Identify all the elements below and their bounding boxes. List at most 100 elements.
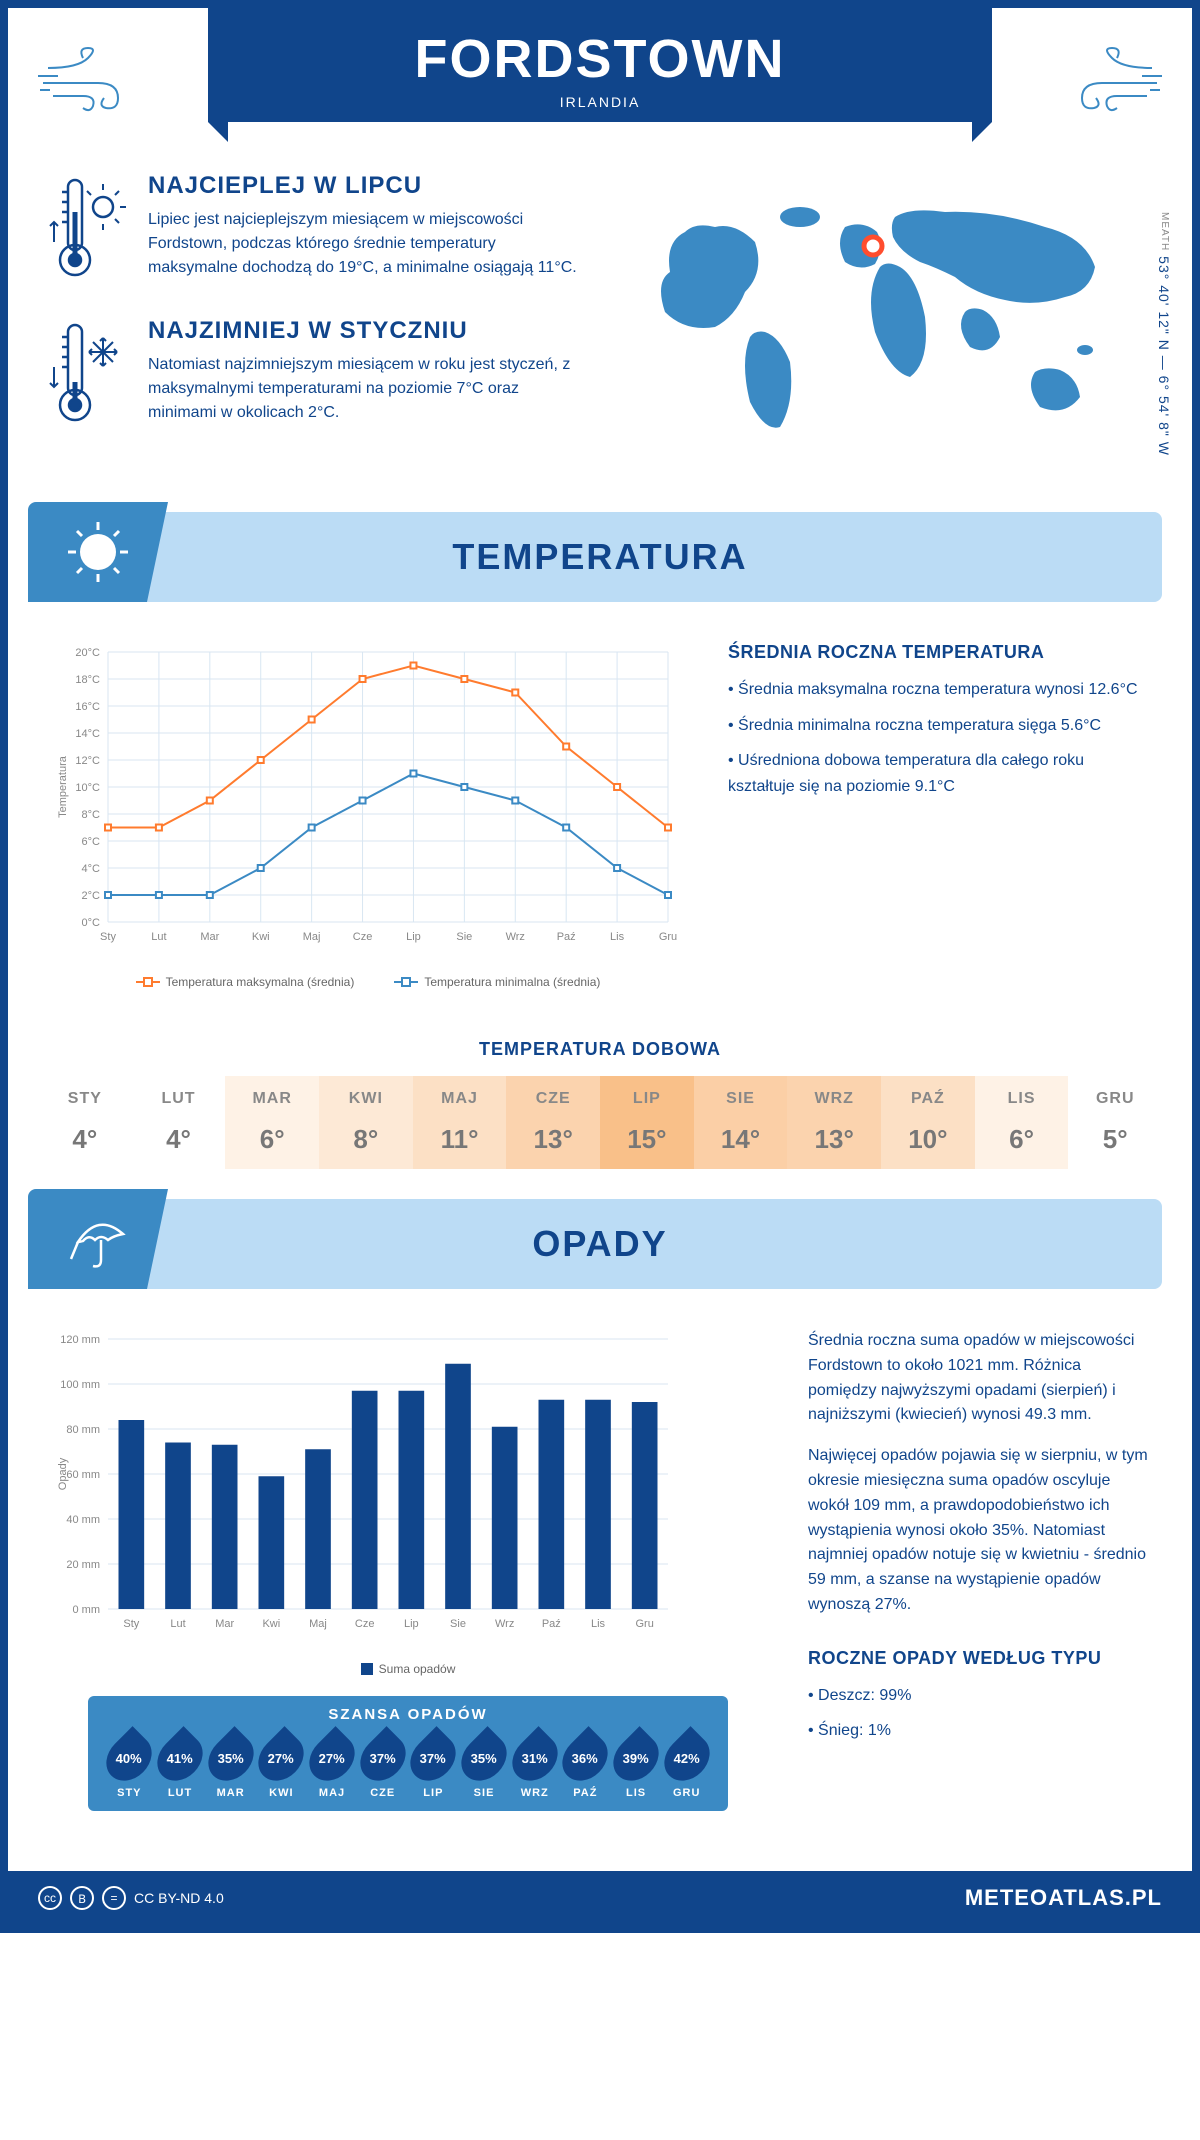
weather-infographic: FORDSTOWN IRLANDIA NAJCIEPLEJ W LIPCU Li…: [0, 0, 1200, 1933]
svg-text:2°C: 2°C: [82, 890, 101, 902]
temp-bullet-3: • Uśredniona dobowa temperatura dla całe…: [728, 748, 1152, 799]
legend-min: Temperatura minimalna (średnia): [394, 975, 600, 989]
brand: METEOATLAS.PL: [965, 1885, 1162, 1911]
precip-type-1: • Deszcz: 99%: [808, 1683, 1152, 1709]
drop-month: KWI: [256, 1787, 307, 1799]
wind-icon: [38, 38, 138, 118]
legend-precip: Suma opadów: [361, 1662, 456, 1676]
rain-drop: 42% GRU: [661, 1733, 712, 1799]
svg-text:Opady: Opady: [57, 1457, 69, 1490]
daily-value: 6°: [975, 1124, 1069, 1155]
daily-month: MAR: [225, 1090, 319, 1108]
precip-section-header: OPADY: [38, 1199, 1162, 1289]
temp-side-title: ŚREDNIA ROCZNA TEMPERATURA: [728, 642, 1152, 663]
umbrella-icon: [28, 1189, 168, 1289]
svg-text:Kwi: Kwi: [262, 1618, 280, 1630]
license: cc 𐊡 = CC BY-ND 4.0: [38, 1886, 224, 1910]
temperature-chart: 0°C2°C4°C6°C8°C10°C12°C14°C16°C18°C20°CS…: [48, 642, 688, 989]
rain-drop: 27% KWI: [256, 1733, 307, 1799]
country-name: IRLANDIA: [208, 94, 992, 110]
temperature-section-header: TEMPERATURA: [38, 512, 1162, 602]
svg-text:16°C: 16°C: [75, 701, 100, 713]
daily-value: 10°: [881, 1124, 975, 1155]
svg-text:Lis: Lis: [591, 1618, 606, 1630]
svg-text:Sty: Sty: [100, 931, 116, 943]
svg-text:4°C: 4°C: [82, 863, 101, 875]
cc-icon: cc: [38, 1886, 62, 1910]
daily-month: KWI: [319, 1090, 413, 1108]
drop-month: MAR: [205, 1787, 256, 1799]
coordinates: MEATH 53° 40' 12" N — 6° 54' 8" W: [1156, 212, 1172, 456]
svg-text:20 mm: 20 mm: [66, 1559, 100, 1571]
warmest-block: NAJCIEPLEJ W LIPCU Lipiec jest najcieple…: [48, 172, 588, 287]
daily-cell: LIP 15°: [600, 1076, 694, 1169]
drop-icon: 31%: [503, 1726, 567, 1790]
svg-text:12°C: 12°C: [75, 755, 100, 767]
rain-chance-title: SZANSA OPADÓW: [104, 1706, 712, 1723]
svg-text:6°C: 6°C: [82, 836, 101, 848]
drop-icon: 27%: [300, 1726, 364, 1790]
precip-chart-row: 0 mm20 mm40 mm60 mm80 mm100 mm120 mmStyL…: [8, 1309, 1192, 1851]
svg-text:20°C: 20°C: [75, 647, 100, 659]
svg-text:Maj: Maj: [303, 931, 321, 943]
svg-text:14°C: 14°C: [75, 728, 100, 740]
legend-max: Temperatura maksymalna (średnia): [136, 975, 355, 989]
precip-title: OPADY: [62, 1223, 1138, 1265]
svg-text:60 mm: 60 mm: [66, 1469, 100, 1481]
precip-type-title: ROCZNE OPADY WEDŁUG TYPU: [808, 1648, 1152, 1669]
drop-month: LIS: [611, 1787, 662, 1799]
svg-text:80 mm: 80 mm: [66, 1424, 100, 1436]
svg-text:Mar: Mar: [215, 1618, 234, 1630]
svg-text:Lip: Lip: [406, 931, 421, 943]
daily-value: 4°: [38, 1124, 132, 1155]
drop-month: PAŹ: [560, 1787, 611, 1799]
svg-text:Cze: Cze: [353, 931, 373, 943]
rain-drop: 37% CZE: [357, 1733, 408, 1799]
daily-cell: GRU 5°: [1068, 1076, 1162, 1169]
drop-month: LUT: [155, 1787, 206, 1799]
rain-drop: 27% MAJ: [307, 1733, 358, 1799]
warmest-text: Lipiec jest najcieplejszym miesiącem w m…: [148, 208, 588, 280]
summary-section: NAJCIEPLEJ W LIPCU Lipiec jest najcieple…: [8, 122, 1192, 492]
city-name: FORDSTOWN: [208, 28, 992, 90]
coldest-content: NAJZIMNIEJ W STYCZNIU Natomiast najzimni…: [148, 317, 588, 432]
daily-month: GRU: [1068, 1090, 1162, 1108]
precip-type-2: • Śnieg: 1%: [808, 1718, 1152, 1744]
svg-text:Maj: Maj: [309, 1618, 327, 1630]
svg-text:10°C: 10°C: [75, 782, 100, 794]
drop-icon: 35%: [199, 1726, 263, 1790]
header-wrap: FORDSTOWN IRLANDIA: [8, 8, 1192, 122]
coldest-text: Natomiast najzimniejszym miesiącem w rok…: [148, 353, 588, 425]
precip-para-1: Średnia roczna suma opadów w miejscowośc…: [808, 1329, 1152, 1428]
region-label: MEATH: [1159, 212, 1170, 251]
svg-text:Cze: Cze: [355, 1618, 375, 1630]
svg-text:Sie: Sie: [450, 1618, 466, 1630]
drop-icon: 37%: [351, 1726, 415, 1790]
daily-cell: KWI 8°: [319, 1076, 413, 1169]
drop-month: WRZ: [509, 1787, 560, 1799]
daily-cell: STY 4°: [38, 1076, 132, 1169]
daily-month: PAŹ: [881, 1090, 975, 1108]
rain-drop: 31% WRZ: [509, 1733, 560, 1799]
warmest-content: NAJCIEPLEJ W LIPCU Lipiec jest najcieple…: [148, 172, 588, 287]
daily-cell: WRZ 13°: [787, 1076, 881, 1169]
daily-month: LIP: [600, 1090, 694, 1108]
drop-icon: 35%: [452, 1726, 516, 1790]
drop-icon: 37%: [402, 1726, 466, 1790]
sun-icon: [28, 502, 168, 602]
world-map: [618, 172, 1152, 452]
wind-icon: [1062, 38, 1162, 118]
title-banner: FORDSTOWN IRLANDIA: [208, 8, 992, 122]
drop-icon: 36%: [554, 1726, 618, 1790]
daily-month: WRZ: [787, 1090, 881, 1108]
coldest-title: NAJZIMNIEJ W STYCZNIU: [148, 317, 588, 345]
daily-cell: CZE 13°: [506, 1076, 600, 1169]
precip-legend: Suma opadów: [48, 1662, 768, 1676]
daily-cell: SIE 14°: [694, 1076, 788, 1169]
svg-text:Wrz: Wrz: [495, 1618, 514, 1630]
rain-drop: 35% MAR: [205, 1733, 256, 1799]
coldest-block: NAJZIMNIEJ W STYCZNIU Natomiast najzimni…: [48, 317, 588, 432]
drop-icon: 42%: [655, 1726, 719, 1790]
svg-text:Wrz: Wrz: [506, 931, 525, 943]
drop-month: SIE: [459, 1787, 510, 1799]
